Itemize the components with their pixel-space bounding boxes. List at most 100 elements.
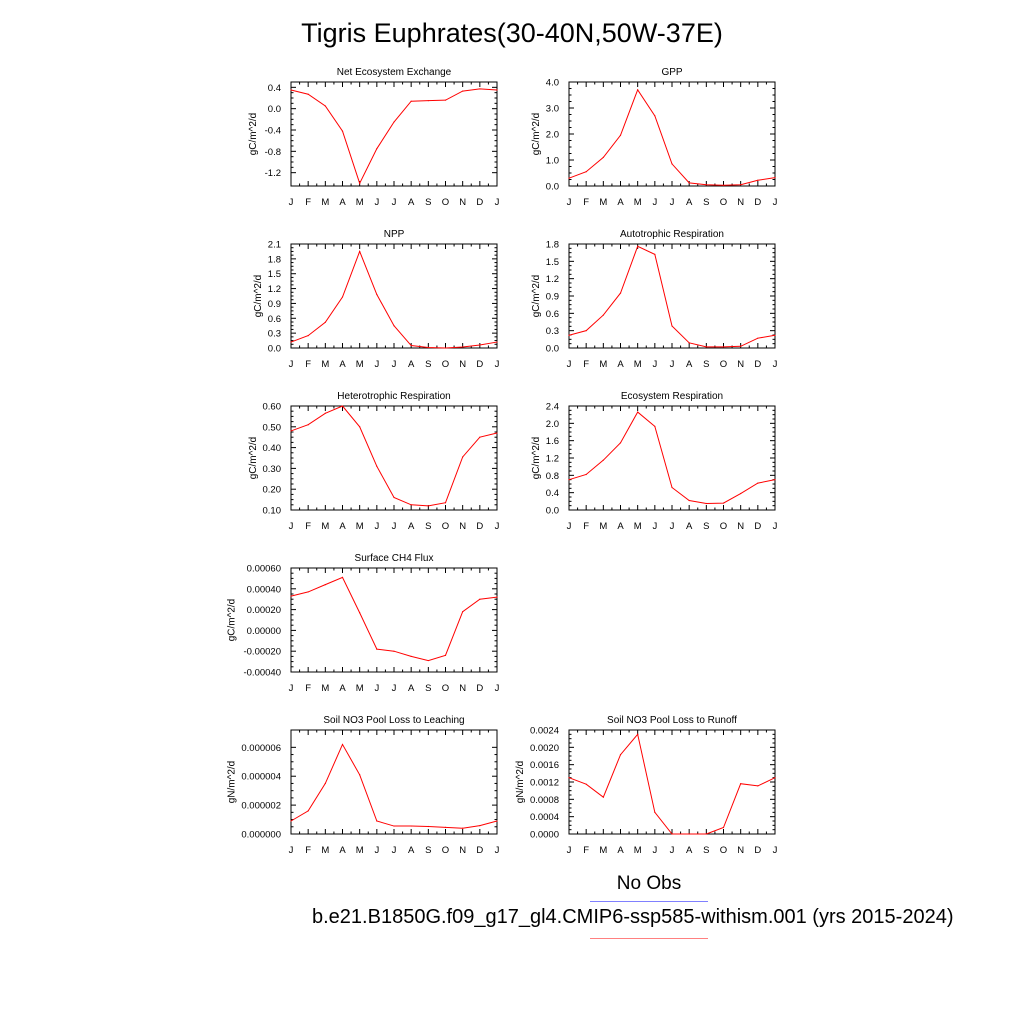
data-point — [757, 785, 759, 787]
x-tick-label: N — [737, 359, 744, 370]
data-point — [462, 827, 464, 829]
y-tick-label: 0.0004 — [530, 812, 559, 823]
panel-5: J F M A M J J A S O N D J0.100.200.300.400.500.60Het… — [248, 391, 500, 532]
data-point — [705, 184, 707, 186]
data-point — [637, 411, 639, 413]
y-tick-label: 0.0 — [268, 104, 281, 115]
x-tick-label: J — [374, 683, 379, 694]
y-tick-label: 1.0 — [546, 156, 559, 167]
y-tick-label: 3.0 — [546, 104, 559, 115]
x-tick-label: A — [408, 521, 415, 532]
x-tick-label: J — [567, 521, 572, 532]
x-tick-label: O — [442, 683, 449, 694]
data-point — [688, 342, 690, 344]
legend-obs-line — [590, 901, 708, 902]
x-tick-label: F — [305, 197, 311, 208]
x-tick-label: M — [599, 359, 607, 370]
data-point — [619, 442, 622, 444]
data-point — [722, 184, 725, 186]
x-tick-label: S — [425, 521, 431, 532]
data-point — [602, 459, 604, 461]
data-point — [341, 296, 344, 298]
x-tick-label: N — [459, 197, 466, 208]
y-tick-label: 0.00000 — [247, 626, 281, 637]
x-tick-label: J — [670, 197, 675, 208]
data-point — [393, 325, 395, 327]
plot-frame — [568, 729, 776, 835]
data-point — [290, 595, 292, 597]
x-tick-label: J — [495, 521, 500, 532]
y-tick-label: 0.3 — [268, 329, 281, 340]
data-point — [307, 591, 309, 593]
y-tick-label: 1.8 — [546, 240, 559, 251]
y-tick-label: 0.0000 — [530, 830, 559, 841]
data-point — [568, 479, 570, 481]
data-point — [341, 405, 344, 407]
x-tick-label: J — [289, 197, 294, 208]
x-tick-label: F — [583, 197, 589, 208]
x-tick-label: D — [476, 845, 483, 856]
y-tick-label: 0.6 — [268, 314, 281, 325]
data-point — [376, 648, 378, 650]
data-point — [410, 825, 412, 827]
x-tick-label: J — [289, 845, 294, 856]
data-point — [479, 88, 481, 90]
panel-title: Autotrophic Respiration — [620, 229, 724, 240]
x-tick-label: M — [356, 359, 364, 370]
data-point — [637, 733, 639, 735]
x-tick-label: J — [289, 359, 294, 370]
y-tick-label: 2.0 — [546, 130, 559, 141]
x-tick-label: J — [392, 845, 397, 856]
data-point — [410, 504, 412, 506]
x-tick-label: M — [599, 845, 607, 856]
data-point — [444, 347, 447, 349]
x-tick-label: M — [321, 683, 329, 694]
x-tick-label: A — [339, 359, 346, 370]
y-tick-label: 1.5 — [268, 269, 281, 280]
data-point — [341, 576, 344, 578]
y-tick-label: -1.2 — [265, 168, 281, 179]
data-point — [585, 171, 587, 173]
series-line — [568, 88, 776, 186]
data-point — [359, 426, 361, 428]
panel-title: Soil NO3 Pool Loss to Leaching — [323, 715, 464, 726]
y-tick-label: 0.0020 — [530, 743, 559, 754]
data-point — [568, 777, 570, 779]
y-tick-label: 1.6 — [546, 436, 559, 447]
data-point — [324, 584, 326, 586]
x-tick-label: O — [442, 521, 449, 532]
panel-7: J F M A M J J A S O N D J-0.00040-0.000200.000000.00… — [227, 553, 500, 694]
x-tick-label: A — [686, 359, 693, 370]
x-tick-label: A — [617, 521, 624, 532]
data-point — [290, 820, 292, 822]
data-point — [705, 833, 707, 835]
data-point — [654, 253, 656, 255]
y-tick-label: 0.000004 — [241, 772, 281, 783]
y-tick-label: 4.0 — [546, 78, 559, 89]
x-tick-label: J — [652, 197, 657, 208]
panel-title: Net Ecosystem Exchange — [337, 67, 452, 78]
y-tick-label: 0.000006 — [241, 743, 281, 754]
data-point — [462, 611, 464, 613]
x-tick-label: A — [339, 683, 346, 694]
y-tick-label: 0.6 — [546, 309, 559, 320]
data-point — [671, 833, 673, 835]
x-tick-label: A — [408, 359, 415, 370]
data-point — [602, 156, 604, 158]
plot-frame — [290, 243, 498, 349]
y-tick-label: 1.2 — [268, 284, 281, 295]
x-tick-label: D — [476, 521, 483, 532]
y-tick-label: 0.0 — [546, 344, 559, 355]
plot-frame — [290, 405, 498, 511]
x-tick-label: J — [652, 359, 657, 370]
x-tick-label: M — [356, 845, 364, 856]
y-tick-label: 0.0 — [546, 506, 559, 517]
x-tick-label: M — [634, 197, 642, 208]
data-point — [393, 825, 395, 827]
x-tick-label: J — [495, 359, 500, 370]
x-tick-label: F — [305, 683, 311, 694]
x-tick-label: A — [408, 683, 415, 694]
y-tick-label: 0.20 — [263, 485, 282, 496]
x-tick-label: D — [754, 521, 761, 532]
data-point — [671, 163, 673, 165]
